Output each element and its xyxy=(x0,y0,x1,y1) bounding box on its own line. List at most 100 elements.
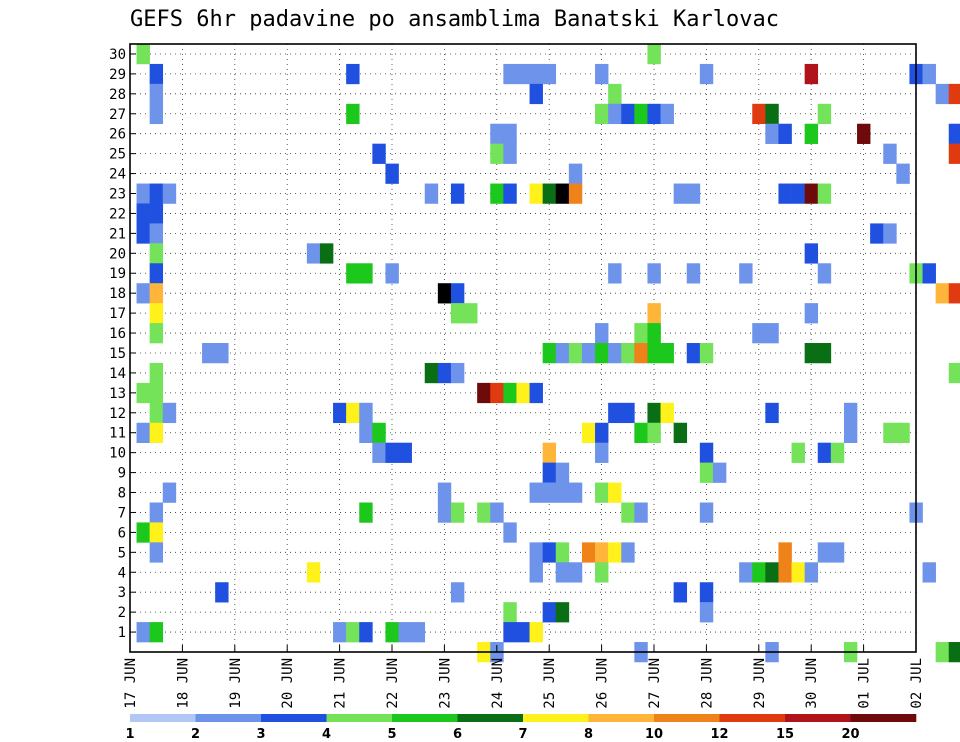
heatmap-cell xyxy=(660,343,674,364)
x-tick-label: 21 JUN xyxy=(333,658,349,709)
legend-color-box xyxy=(457,714,524,722)
heatmap-cell xyxy=(948,143,960,164)
heatmap-cell xyxy=(477,502,491,523)
legend-label: 12 xyxy=(710,727,728,742)
heatmap-cell xyxy=(817,183,832,204)
heatmap-cell xyxy=(319,243,334,264)
heatmap-cell xyxy=(699,442,714,463)
heatmap-cell xyxy=(359,402,373,424)
heatmap-cell xyxy=(490,183,504,204)
y-tick-label: 10 xyxy=(109,446,126,462)
chart-title: GEFS 6hr padavine po ansamblima Banatski… xyxy=(130,7,779,32)
heatmap-cell xyxy=(333,402,347,424)
y-tick-label: 3 xyxy=(118,585,126,601)
heatmap-cell xyxy=(935,642,950,663)
heatmap-cell xyxy=(450,362,465,384)
heatmap-cell xyxy=(555,462,570,483)
heatmap-cell xyxy=(817,343,832,364)
x-tick-label: 20 JUN xyxy=(280,658,296,709)
heatmap-cell xyxy=(948,283,960,304)
x-tick-label: 17 JUN xyxy=(123,658,139,709)
heatmap-cell xyxy=(490,123,504,144)
heatmap-cell xyxy=(136,44,150,65)
legend-color-box xyxy=(130,714,196,722)
heatmap-cell xyxy=(804,123,819,144)
heatmap-cell xyxy=(424,362,439,384)
y-tick-label: 7 xyxy=(118,505,126,521)
heatmap-cell xyxy=(922,63,936,85)
legend-color-box xyxy=(785,714,851,722)
heatmap-cell xyxy=(149,283,164,304)
heatmap-cell xyxy=(922,562,936,583)
heatmap-cell xyxy=(830,442,845,463)
heatmap-cell xyxy=(608,402,622,424)
y-tick-label: 9 xyxy=(118,466,126,482)
x-tick-label: 23 JUN xyxy=(437,658,453,709)
heatmap-cell xyxy=(634,323,648,344)
legend-label: 6 xyxy=(453,727,462,742)
heatmap-cell xyxy=(136,183,150,204)
y-tick-label: 13 xyxy=(109,386,126,402)
heatmap-cell xyxy=(149,63,164,85)
y-tick-label: 26 xyxy=(109,127,126,143)
legend-color-box xyxy=(195,714,262,722)
heatmap-cell xyxy=(149,362,164,384)
heatmap-cells xyxy=(136,44,960,663)
heatmap-cell xyxy=(647,402,661,424)
heatmap-cell xyxy=(372,422,386,443)
y-tick-label: 1 xyxy=(118,625,126,641)
heatmap-cell xyxy=(621,103,635,125)
heatmap-cell xyxy=(568,163,583,184)
color-legend: 1 2 3 4 5 6 7 8 10 12 15 20 xyxy=(125,714,917,742)
heatmap-cell xyxy=(149,303,164,324)
y-tick-label: 6 xyxy=(118,525,126,541)
heatmap-cell xyxy=(673,582,688,603)
heatmap-cell xyxy=(621,502,635,523)
heatmap-cell xyxy=(817,442,832,463)
heatmap-cell xyxy=(149,83,164,105)
y-tick-label: 16 xyxy=(109,326,126,342)
legend-label: 7 xyxy=(518,727,527,742)
heatmap-cell xyxy=(595,562,609,583)
heatmap-cell xyxy=(136,203,150,224)
heatmap-cell xyxy=(935,283,950,304)
heatmap-cell xyxy=(817,103,832,125)
heatmap-cell xyxy=(647,343,661,364)
heatmap-cell xyxy=(712,462,727,483)
heatmap-cell xyxy=(306,562,321,583)
heatmap-cell xyxy=(555,343,570,364)
heatmap-cell xyxy=(568,183,583,204)
heatmap-cell xyxy=(477,382,491,404)
heatmap-cell xyxy=(948,362,960,384)
legend-label: 1 xyxy=(125,727,134,742)
heatmap-cell xyxy=(162,402,177,424)
y-tick-label: 30 xyxy=(109,47,126,63)
heatmap-cell xyxy=(608,103,622,125)
heatmap-cell xyxy=(136,522,150,543)
x-tick-label: 18 JUN xyxy=(175,658,191,709)
y-tick-label: 15 xyxy=(109,346,126,362)
heatmap-cell xyxy=(935,83,950,105)
heatmap-cell xyxy=(149,223,164,244)
heatmap-cell xyxy=(948,83,960,105)
heatmap-cell xyxy=(804,183,819,204)
legend-label: 10 xyxy=(645,727,663,742)
heatmap-cell xyxy=(843,402,858,424)
heatmap-cell xyxy=(503,63,517,85)
heatmap-cell xyxy=(346,63,360,85)
heatmap-cell xyxy=(385,163,399,184)
heatmap-cell xyxy=(634,103,648,125)
x-tick-label: 24 JUN xyxy=(490,658,506,709)
heatmap-cell xyxy=(529,562,543,583)
y-tick-label: 24 xyxy=(109,167,126,183)
heatmap-cell xyxy=(149,323,164,344)
heatmap-cell xyxy=(149,243,164,264)
heatmap-cell xyxy=(843,422,858,443)
heatmap-cell xyxy=(896,163,910,184)
heatmap-cell xyxy=(411,622,426,643)
heatmap-cell xyxy=(490,143,504,164)
heatmap-cell xyxy=(136,283,150,304)
heatmap-cell xyxy=(490,382,504,404)
plot-frame xyxy=(129,43,917,653)
